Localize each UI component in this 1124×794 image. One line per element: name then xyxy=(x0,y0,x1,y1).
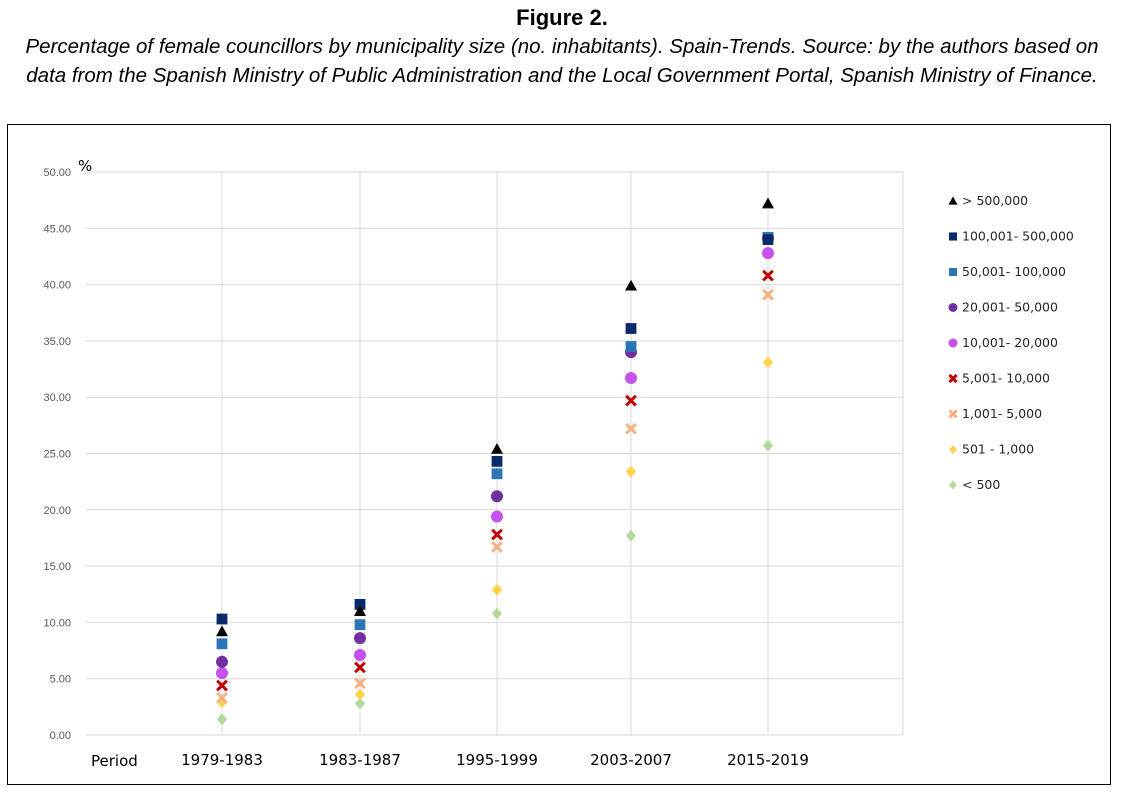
data-point xyxy=(491,583,503,596)
data-point xyxy=(625,465,637,478)
data-point xyxy=(354,697,366,710)
data-point xyxy=(354,598,366,610)
data-point xyxy=(216,625,228,637)
legend-marker xyxy=(949,480,957,490)
data-point xyxy=(762,288,774,301)
x-category-labels: 1979-1983 1983-1987 1995-1999 2003-2007 2015… xyxy=(181,751,809,769)
y-tick-label: 25.00 xyxy=(43,449,71,461)
x-axis-label: Period xyxy=(91,752,138,770)
x-stroke xyxy=(216,679,228,692)
x-category-label: 1995-1999 xyxy=(456,751,538,769)
data-point xyxy=(216,655,228,668)
data-points xyxy=(216,197,774,726)
data-point xyxy=(216,613,228,625)
legend-marker xyxy=(948,303,958,312)
legend-label: < 500 xyxy=(962,477,1000,492)
x-stroke xyxy=(491,528,503,541)
y-tick-label: 30.00 xyxy=(43,392,71,404)
data-point xyxy=(216,713,228,726)
data-point xyxy=(625,372,637,385)
figure-title: Figure 2. xyxy=(516,5,608,30)
x-stroke xyxy=(354,677,366,690)
data-point xyxy=(762,356,774,369)
data-point xyxy=(354,605,366,616)
data-point xyxy=(625,422,637,435)
x-stroke xyxy=(948,409,958,419)
y-tick-label: 35.00 xyxy=(43,336,71,348)
data-point xyxy=(762,269,774,282)
figure-header: Figure 2. Percentage of female councillo… xyxy=(0,4,1124,90)
data-point xyxy=(491,442,503,454)
data-point xyxy=(491,510,503,523)
data-point xyxy=(354,632,366,645)
scatter-chart: 0.00 5.00 10.00 15.00 20.00 25.00 30.00 35.00 40… xyxy=(43,157,1074,770)
data-point xyxy=(491,468,503,480)
x-stroke xyxy=(625,394,637,407)
data-point xyxy=(625,323,637,334)
legend-label: 501 - 1,000 xyxy=(962,442,1034,457)
data-point xyxy=(762,439,774,452)
legend: > 500,000 100,001- 500,000 50,001- 100,000… xyxy=(948,193,1074,492)
legend-label: 5,001- 10,000 xyxy=(962,371,1050,386)
x-stroke xyxy=(354,661,366,674)
data-point xyxy=(216,667,228,680)
x-category-label: 2003-2007 xyxy=(590,751,672,769)
x-stroke xyxy=(216,691,228,704)
data-point xyxy=(762,234,774,245)
legend-label: > 500,000 xyxy=(962,193,1028,208)
y-tick-label: 10.00 xyxy=(43,617,71,629)
x-stroke xyxy=(491,541,503,553)
legend-label: 10,001- 20,000 xyxy=(962,335,1058,350)
x-category-label: 1983-1987 xyxy=(319,751,401,769)
data-point xyxy=(762,197,774,209)
y-tick-label: 40.00 xyxy=(43,280,71,292)
legend-marker xyxy=(948,267,958,277)
legend-marker xyxy=(948,338,958,348)
data-point xyxy=(354,688,366,701)
data-point xyxy=(216,691,228,704)
data-point xyxy=(354,661,366,674)
legend-marker xyxy=(948,196,958,205)
y-tick-label: 15.00 xyxy=(43,561,71,573)
data-point xyxy=(625,279,637,291)
x-category-label: 2015-2019 xyxy=(727,751,809,769)
data-point xyxy=(625,341,637,352)
data-point xyxy=(762,247,774,260)
figure-caption: Percentage of female councillors by muni… xyxy=(25,35,1099,87)
data-point xyxy=(491,541,503,553)
x-stroke xyxy=(625,422,637,435)
x-stroke xyxy=(762,288,774,301)
data-point xyxy=(216,638,228,650)
y-tick-label: 20.00 xyxy=(43,505,71,517)
chart-frame: 0.00 5.00 10.00 15.00 20.00 25.00 30.00 35.00 40… xyxy=(7,124,1111,785)
data-point xyxy=(354,677,366,690)
y-tick-labels: 0.00 5.00 10.00 15.00 20.00 25.00 30.00 35.00 40… xyxy=(43,167,71,742)
data-point xyxy=(216,679,228,692)
legend-label: 50,001- 100,000 xyxy=(962,264,1066,279)
data-point xyxy=(491,455,503,467)
y-tick-label: 0.00 xyxy=(50,730,71,742)
data-point xyxy=(354,649,366,662)
legend-label: 100,001- 500,000 xyxy=(962,229,1074,244)
legend-marker xyxy=(948,373,958,384)
data-point xyxy=(491,528,503,541)
data-point xyxy=(354,619,366,631)
legend-marker xyxy=(949,445,957,454)
y-tick-label: 50.00 xyxy=(43,167,71,179)
x-stroke xyxy=(948,373,958,384)
data-point xyxy=(491,490,503,503)
y-tick-label: 5.00 xyxy=(50,674,71,686)
y-tick-label: 45.00 xyxy=(43,223,71,235)
data-point xyxy=(625,394,637,407)
legend-label: 20,001- 50,000 xyxy=(962,300,1058,315)
data-point xyxy=(491,607,503,620)
x-stroke xyxy=(762,269,774,282)
legend-marker xyxy=(948,409,958,419)
x-category-label: 1979-1983 xyxy=(181,751,263,769)
y-axis-label: % xyxy=(78,157,92,175)
legend-marker xyxy=(948,232,958,241)
data-point xyxy=(625,529,637,542)
legend-label: 1,001- 5,000 xyxy=(962,406,1042,421)
